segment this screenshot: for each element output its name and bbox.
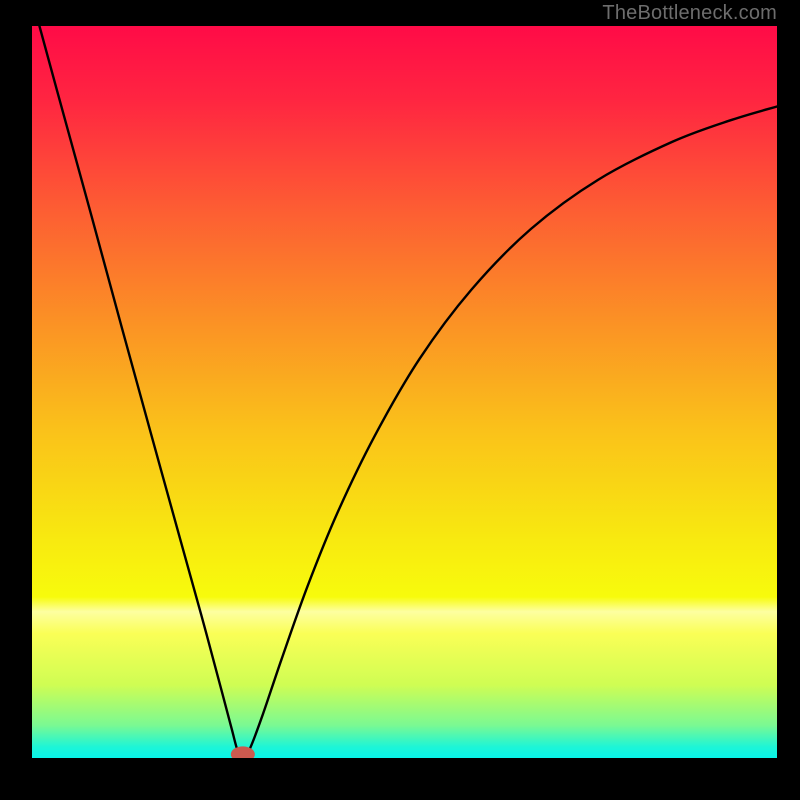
watermark-text: TheBottleneck.com	[602, 2, 777, 25]
bottleneck-curve	[32, 26, 777, 758]
plot-area	[32, 26, 777, 758]
curve-path	[39, 26, 777, 758]
chart-frame: TheBottleneck.com	[0, 0, 800, 800]
